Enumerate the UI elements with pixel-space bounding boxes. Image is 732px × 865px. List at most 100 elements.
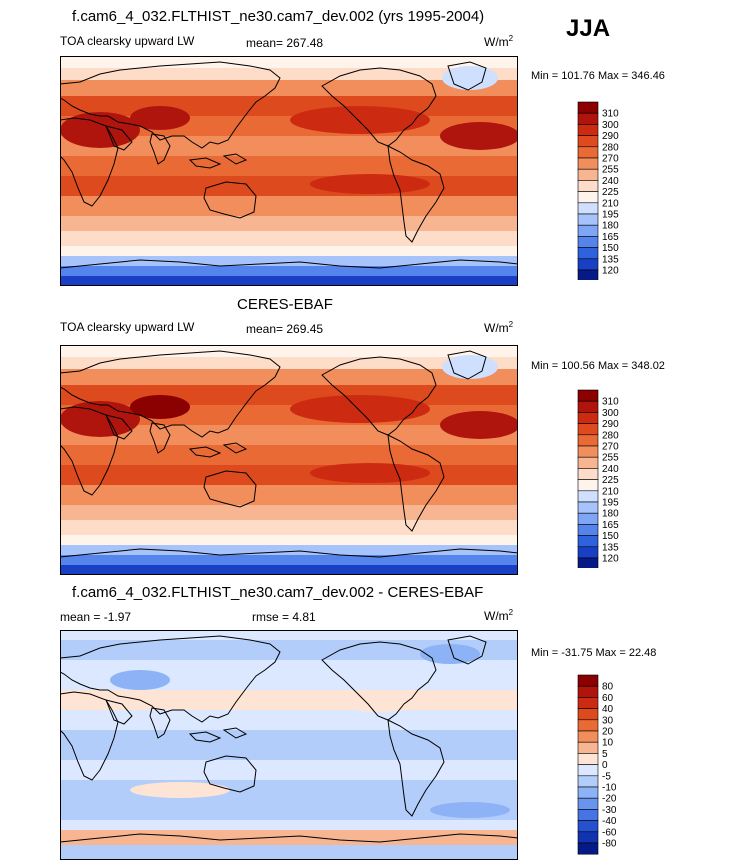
colorbar-label: -5 [602,771,611,782]
panel2-map [60,345,518,575]
colorbar-label: 120 [602,554,619,565]
map-band [60,730,518,760]
colorbar-label: 20 [602,727,614,738]
coastline [149,707,171,739]
season-label: JJA [566,15,611,42]
colorbar-swatch [577,842,599,855]
colorbar-label: 310 [602,397,619,408]
map-band [60,369,518,385]
colorbar-label: 40 [602,704,614,715]
colorbar-swatch [577,697,599,709]
coastline [222,442,248,454]
map-frame [60,56,518,286]
colorbar-swatch [577,168,599,181]
coastline [60,259,518,269]
colorbar-label: 5 [602,749,608,760]
colorbar-label: 210 [602,198,619,209]
colorbar-label: 300 [602,408,619,419]
panel1-mean-label: mean= 267.48 [246,36,324,50]
map-band [60,385,518,405]
greenland-patch [442,355,498,379]
colorbar-label: 225 [602,475,619,486]
coastline [203,755,257,793]
map-band [60,820,518,830]
colorbar-swatch [577,764,599,777]
colorbar-label: -20 [602,794,617,805]
colorbar-label: -30 [602,805,617,816]
sahara-patch [60,112,140,148]
panel1-minmax: Min = 101.76 Max = 346.46 [531,70,665,82]
colorbar-swatch [577,685,599,698]
colorbar-label: 240 [602,176,619,187]
coastline [105,125,133,151]
colorbar-label: 30 [602,715,614,726]
map-frame [60,345,518,575]
coastline [60,350,281,438]
map-band [60,196,518,216]
colorbar-swatch [577,180,599,192]
coastline [60,548,518,558]
colorbar-label: 135 [602,542,619,553]
colorbar-swatch [577,786,599,799]
spacific-patch [310,174,430,194]
colorbar-label: 270 [602,154,619,165]
map-band [60,545,518,555]
panel3-title: f.cam6_4_032.FLTHIST_ne30.cam7_dev.002 -… [72,584,484,601]
map-band [60,445,518,465]
map-band [60,505,518,520]
map-band [60,465,518,485]
colorbar-swatch [577,202,599,215]
panel2-mean-label: mean= 269.45 [246,322,324,336]
map-band [60,760,518,780]
panel3-minmax: Min = -31.75 Max = 22.48 [531,647,657,659]
colorbar-label: 120 [602,266,619,277]
colorbar-swatch [577,557,599,568]
map-band [60,565,518,575]
coastline [60,117,119,207]
colorbar-label: 280 [602,142,619,153]
colorbar-swatch [577,820,599,833]
colorbar-label: 225 [602,187,619,198]
colorbar-label: 10 [602,738,614,749]
coastline [387,145,445,243]
coastline [60,635,281,723]
panel1-colorbar: 3103002902802702552402252101951801651501… [577,101,619,280]
map-band [60,96,518,116]
coastline [387,719,445,817]
colorbar-swatch [577,213,599,226]
colorbar-swatch [577,269,599,280]
map-band [60,690,518,710]
map-band [60,266,518,276]
colorbar-swatch [577,546,599,559]
colorbar-label: -80 [602,839,617,850]
coastline [60,833,518,843]
colorbar-swatch [577,434,599,447]
coastline [105,414,133,440]
map-band [60,156,518,176]
colorbar-label: 210 [602,486,619,497]
colorbar-label: 60 [602,693,614,704]
colorbar-swatch [577,753,599,765]
coastline [149,133,171,165]
colorbar-swatch [577,741,599,754]
colorbar-swatch [577,501,599,514]
coastline [222,153,248,165]
colorbar-swatch [577,775,599,788]
colorbar-label: -10 [602,783,617,794]
colorbar-label: 255 [602,165,619,176]
colorbar-label: 310 [602,109,619,120]
colorbar-label: 195 [602,210,619,221]
colorbar-swatch [577,456,599,469]
colorbar-swatch [577,124,599,136]
spacific-patch [310,463,430,483]
coastline [447,350,487,380]
colorbar-label: -60 [602,827,617,838]
map-band [60,231,518,246]
atlantic-patch [440,122,518,150]
panel2-variable-label: TOA clearsky upward LW [60,320,195,334]
colorbar-swatch [577,191,599,204]
coastline [60,61,281,149]
colorbar-swatch [577,423,599,436]
coastline [447,61,487,91]
